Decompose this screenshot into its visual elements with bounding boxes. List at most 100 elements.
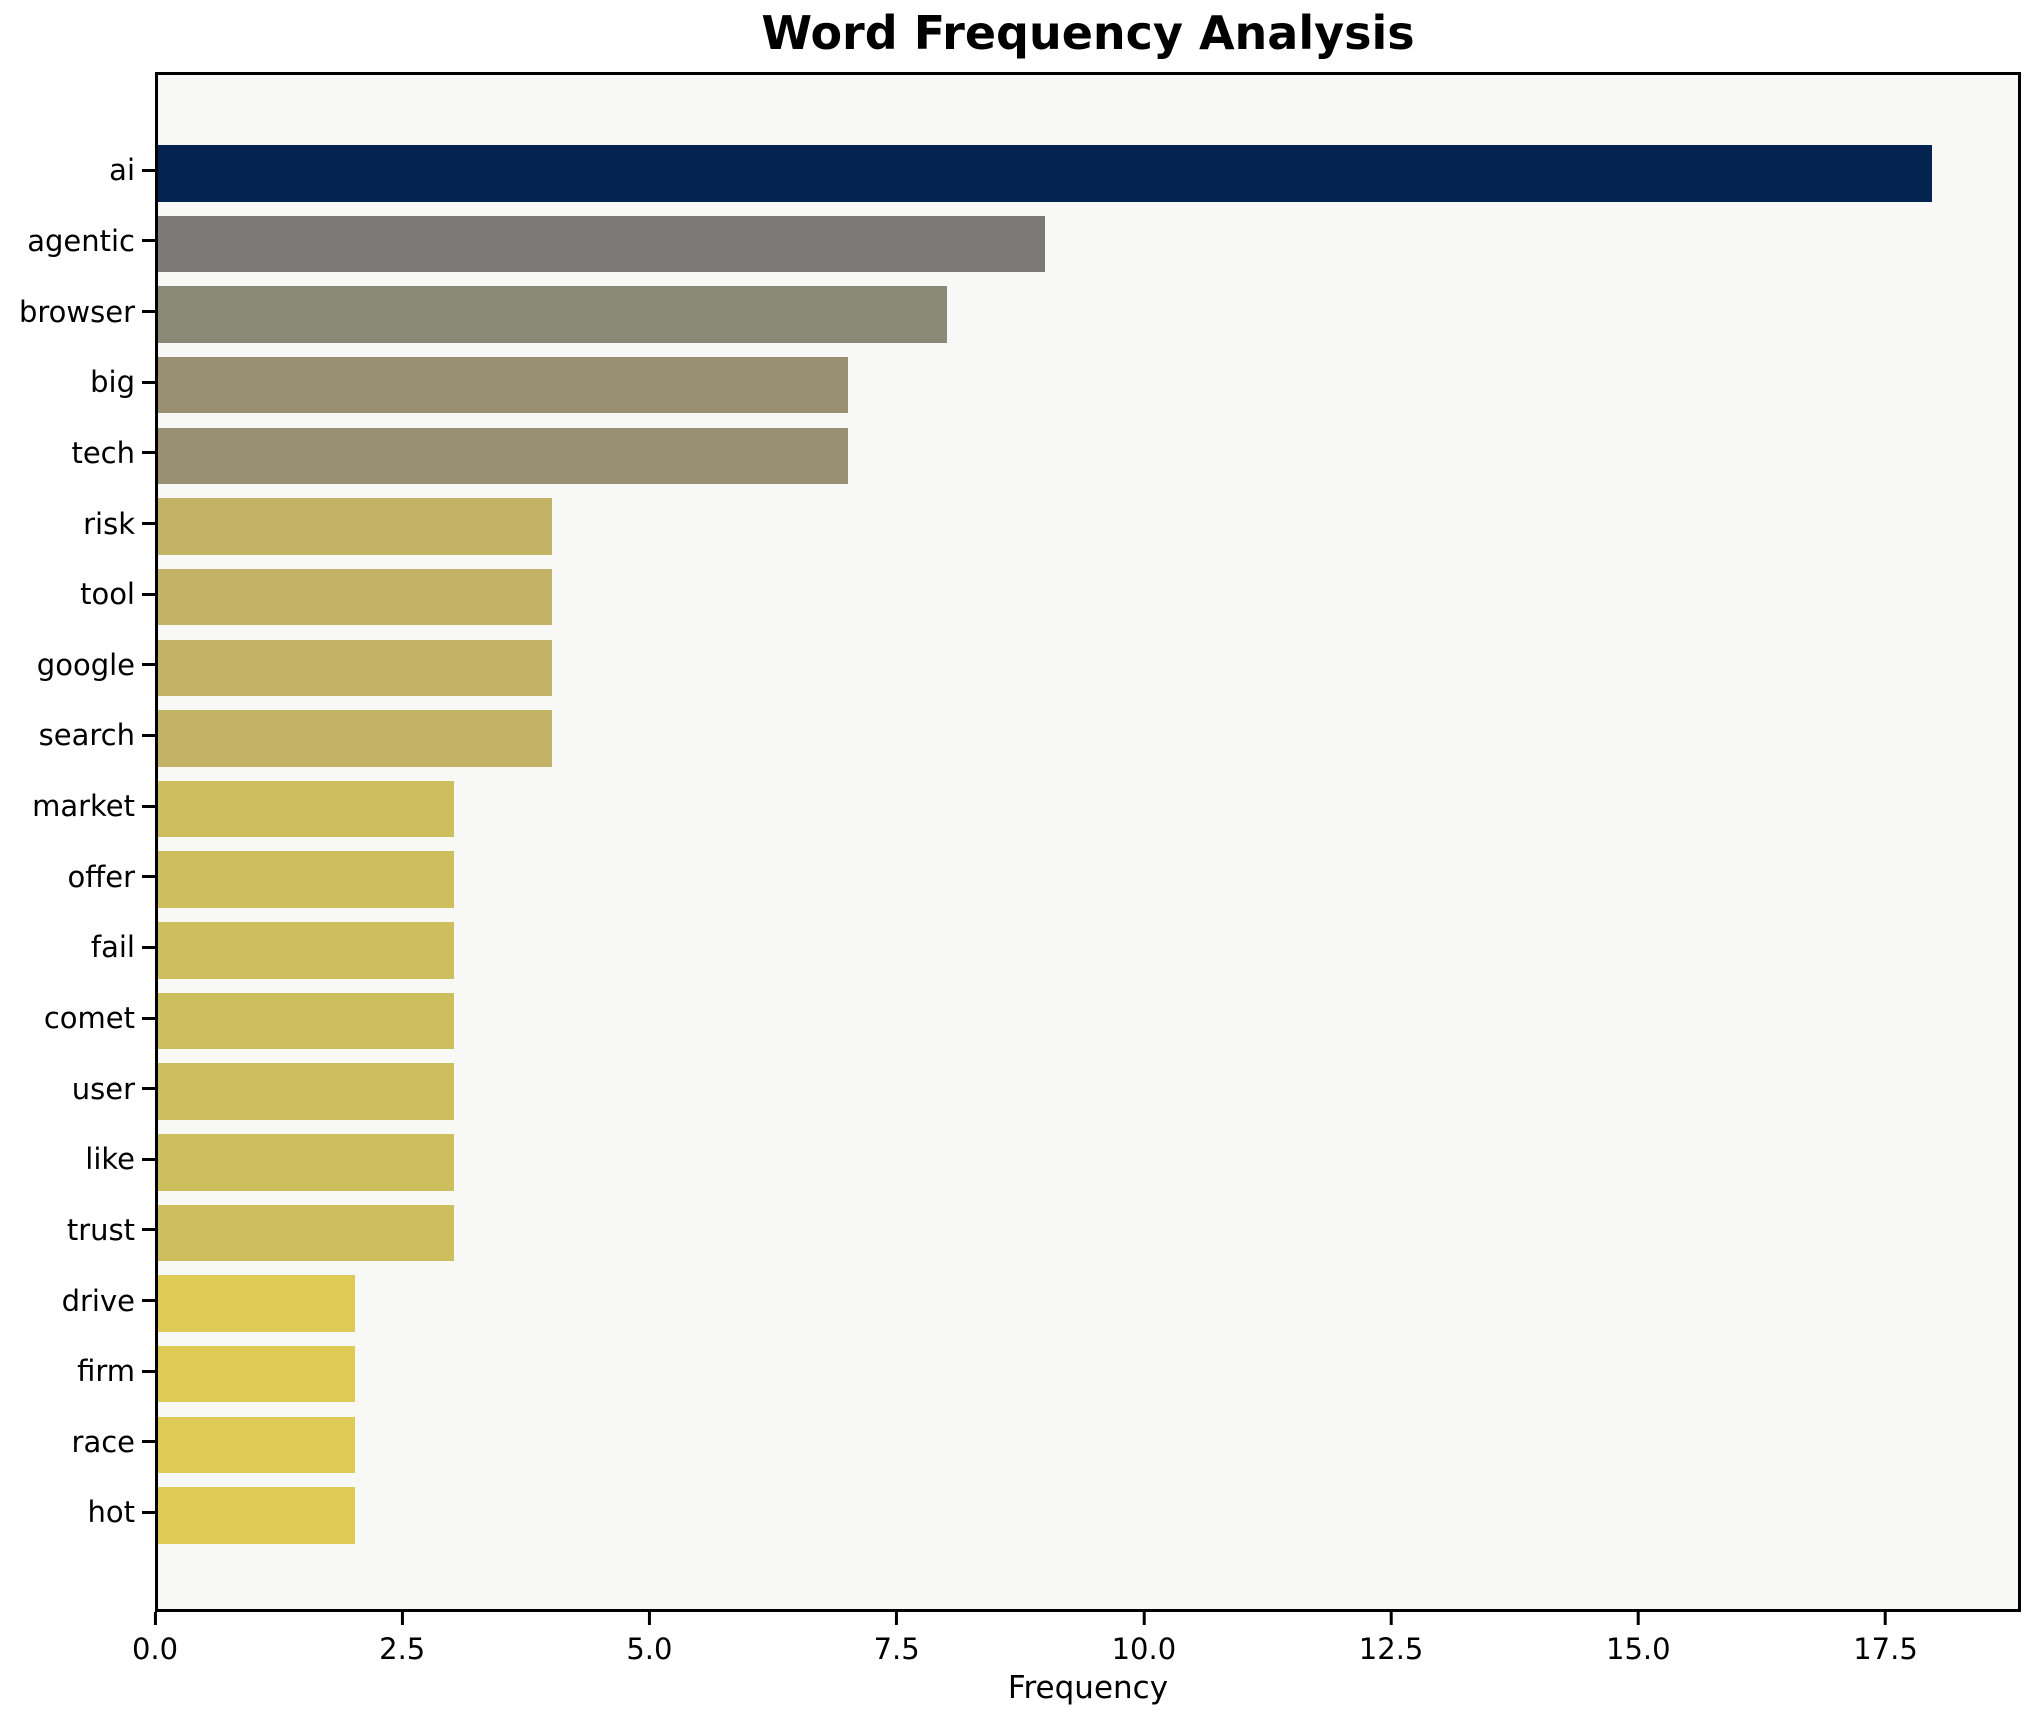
bar-agentic xyxy=(158,215,1046,273)
x-tick-7.5: 7.5 xyxy=(874,1612,920,1666)
x-axis: 0.0 2.5 5.0 7.5 10.0 12.5 15.0 17.5 xyxy=(132,1612,2021,1682)
y-tick-mark xyxy=(142,310,155,314)
y-row-trust: trust xyxy=(0,1195,155,1266)
bar-like xyxy=(158,1134,454,1191)
y-tick-mark xyxy=(142,875,155,879)
bar-big xyxy=(158,356,848,414)
x-tick-label-12.5: 12.5 xyxy=(1358,1632,1424,1666)
y-tick-label-ai: ai xyxy=(109,153,135,188)
bar-search xyxy=(158,710,553,767)
y-row-market: market xyxy=(0,771,155,842)
y-tick-mark xyxy=(142,522,155,526)
y-tick-mark xyxy=(142,1228,155,1232)
bar-comet xyxy=(158,992,454,1050)
bar-drive xyxy=(158,1275,356,1332)
bar-trust xyxy=(158,1204,454,1262)
bars-layer xyxy=(158,75,2018,1609)
y-tick-mark xyxy=(142,733,155,737)
bar-row-market xyxy=(158,774,2018,845)
y-tick-label-agentic: agentic xyxy=(27,223,135,258)
y-row-like: like xyxy=(0,1124,155,1195)
y-tick-label-firm: firm xyxy=(77,1354,135,1389)
bar-tech xyxy=(158,427,848,485)
y-row-fail: fail xyxy=(0,912,155,983)
y-tick-label-search: search xyxy=(38,718,135,753)
bar-row-tech xyxy=(158,421,2018,492)
bar-risk xyxy=(158,498,553,555)
y-tick-mark xyxy=(142,663,155,667)
bar-firm xyxy=(158,1345,356,1403)
chart-title: Word Frequency Analysis xyxy=(761,6,1415,60)
y-row-search: search xyxy=(0,700,155,771)
y-row-browser: browser xyxy=(0,276,155,347)
bar-row-trust xyxy=(158,1198,2018,1269)
y-tick-label-market: market xyxy=(32,789,135,824)
x-tick-mark xyxy=(400,1612,404,1625)
y-row-user: user xyxy=(0,1053,155,1124)
y-tick-label-offer: offer xyxy=(67,859,136,894)
y-row-risk: risk xyxy=(0,488,155,559)
y-row-agentic: agentic xyxy=(0,206,155,277)
y-tick-label-hot: hot xyxy=(87,1495,136,1530)
x-axis-label: Frequency xyxy=(1007,1670,1169,1706)
bar-row-like xyxy=(158,1127,2018,1198)
y-tick-mark xyxy=(142,1369,155,1373)
x-tick-12.5: 12.5 xyxy=(1358,1612,1424,1666)
y-tick-mark xyxy=(142,592,155,596)
y-tick-mark xyxy=(142,945,155,949)
bar-row-ai xyxy=(158,138,2018,209)
x-tick-label-5.0: 5.0 xyxy=(626,1632,673,1666)
y-row-comet: comet xyxy=(0,983,155,1054)
y-tick-label-google: google xyxy=(36,647,135,682)
x-tick-17.5: 17.5 xyxy=(1853,1612,1918,1666)
x-tick-label-15.0: 15.0 xyxy=(1606,1632,1671,1666)
y-tick-label-trust: trust xyxy=(66,1212,135,1247)
y-tick-mark xyxy=(142,451,155,455)
bar-browser xyxy=(158,286,947,343)
x-tick-mark xyxy=(895,1612,899,1625)
y-tick-label-big: big xyxy=(90,365,135,400)
x-tick-label-17.5: 17.5 xyxy=(1853,1632,1918,1666)
x-tick-10.0: 10.0 xyxy=(1112,1612,1176,1666)
bar-offer xyxy=(158,851,454,908)
y-tick-mark xyxy=(142,239,155,243)
y-row-race: race xyxy=(0,1407,155,1478)
y-row-offer: offer xyxy=(0,841,155,912)
y-tick-label-drive: drive xyxy=(61,1283,135,1318)
bar-row-browser xyxy=(158,279,2018,350)
x-tick-mark xyxy=(1636,1612,1640,1625)
y-tick-label-fail: fail xyxy=(90,930,135,965)
bar-user xyxy=(158,1063,454,1120)
bar-tool xyxy=(158,568,553,626)
bar-row-fail xyxy=(158,915,2018,986)
x-tick-label-0.0: 0.0 xyxy=(131,1632,179,1666)
bar-row-comet xyxy=(158,986,2018,1057)
y-tick-label-tool: tool xyxy=(80,577,135,612)
y-tick-mark xyxy=(142,1510,155,1514)
bar-row-google xyxy=(158,632,2018,703)
x-tick-mark xyxy=(647,1612,651,1625)
y-tick-mark xyxy=(142,1440,155,1444)
y-row-hot: hot xyxy=(0,1477,155,1548)
bar-row-agentic xyxy=(158,209,2018,280)
bar-ai xyxy=(158,145,1933,202)
x-tick-0.0: 0.0 xyxy=(132,1612,178,1666)
y-tick-label-user: user xyxy=(71,1071,135,1106)
bar-row-big xyxy=(158,350,2018,421)
y-axis: ai agentic browser big tech risk tool google sea… xyxy=(0,72,155,1612)
y-tick-label-like: like xyxy=(85,1142,135,1177)
bar-fail xyxy=(158,922,454,979)
x-tick-label-7.5: 7.5 xyxy=(873,1632,920,1666)
x-tick-mark xyxy=(1389,1612,1393,1625)
y-row-drive: drive xyxy=(0,1265,155,1336)
y-row-tech: tech xyxy=(0,418,155,489)
x-tick-mark xyxy=(153,1612,157,1625)
y-tick-mark xyxy=(142,1016,155,1020)
y-tick-label-tech: tech xyxy=(71,435,135,470)
bar-row-search xyxy=(158,703,2018,774)
bar-google xyxy=(158,639,553,697)
x-tick-label-2.5: 2.5 xyxy=(379,1632,426,1666)
bar-row-tool xyxy=(158,562,2018,633)
bar-row-risk xyxy=(158,491,2018,562)
